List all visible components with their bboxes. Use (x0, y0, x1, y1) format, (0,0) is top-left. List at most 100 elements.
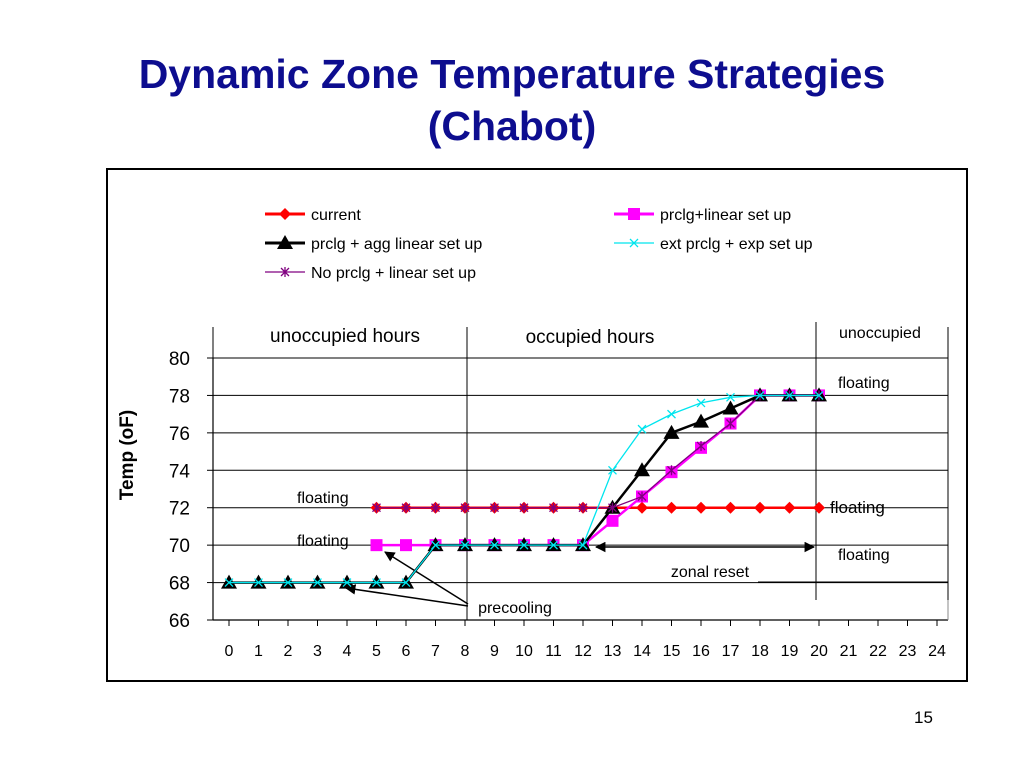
label-zonal-reset: zonal reset (671, 564, 750, 581)
series-line-4 (376, 394, 819, 509)
data-point-series-2 (722, 400, 739, 415)
data-point-series-3 (313, 578, 322, 588)
data-point-series-0 (813, 501, 825, 514)
label-floating-right-72: floating (830, 498, 885, 517)
legend-label: No prclg + linear set up (311, 265, 476, 282)
data-point-series-0 (665, 501, 678, 514)
data-point-series-2 (368, 574, 385, 589)
x-tick-label: 17 (722, 643, 740, 660)
data-point-series-2 (280, 574, 296, 589)
chart-frame (106, 168, 968, 682)
x-tick-label: 20 (810, 643, 828, 660)
label-unoccupied-hours: unoccupied hours (270, 326, 420, 347)
y-tick-label: 68 (169, 574, 190, 595)
x-tick-label: 9 (490, 643, 499, 660)
data-point-series-0 (783, 501, 796, 514)
data-point-series-3 (519, 540, 529, 550)
legend-marker (279, 208, 291, 220)
y-tick-label: 72 (169, 499, 190, 520)
title-line-2: (Chabot) (427, 103, 597, 149)
data-point-series-4 (431, 502, 440, 513)
x-tick-label: 11 (545, 643, 562, 660)
data-point-series-2 (663, 424, 680, 439)
x-tick-label: 16 (692, 643, 710, 660)
x-tick-label: 13 (604, 643, 622, 660)
data-point-series-3 (726, 392, 735, 402)
data-point-series-4 (490, 502, 499, 513)
data-point-series-3 (283, 578, 293, 588)
data-point-series-3 (490, 540, 499, 550)
x-tick-label: 22 (869, 643, 887, 660)
data-point-series-2 (634, 462, 650, 477)
x-tick-label: 21 (840, 643, 858, 660)
data-point-series-3 (608, 465, 617, 475)
legend-marker (628, 208, 640, 220)
legend-marker (280, 267, 290, 277)
label-precooling: precooling (478, 600, 552, 617)
label-occupied-hours: occupied hours (526, 327, 655, 348)
data-point-series-3 (814, 390, 824, 400)
data-point-series-2 (545, 537, 562, 552)
legend-marker (629, 238, 639, 248)
data-point-series-4 (401, 502, 411, 513)
data-point-series-0 (724, 501, 737, 514)
legend-label: current (311, 207, 361, 224)
data-point-series-4 (578, 502, 588, 513)
label-floating-left-72: floating (297, 490, 349, 507)
data-point-series-3 (785, 390, 794, 400)
data-point-series-3 (224, 578, 234, 588)
data-point-series-3 (755, 390, 765, 400)
x-tick-label: 1 (254, 643, 263, 660)
x-tick-label: 12 (574, 643, 592, 660)
y-tick-label: 80 (169, 349, 190, 370)
data-point-series-0 (636, 501, 648, 514)
data-point-series-1 (606, 514, 619, 527)
data-point-series-2 (693, 413, 709, 428)
label-unoccupied: unoccupied (839, 325, 921, 342)
y-tick-label: 74 (169, 461, 191, 482)
x-tick-label: 6 (402, 643, 411, 660)
data-point-series-3 (401, 578, 411, 588)
data-point-series-4 (637, 491, 647, 502)
legend-label: ext prclg + exp set up (660, 236, 813, 253)
page-number: 15 (914, 708, 933, 727)
x-tick-label: 15 (663, 643, 681, 660)
x-tick-label: 5 (372, 643, 381, 660)
x-tick-label: 23 (899, 643, 917, 660)
x-tick-label: 0 (225, 643, 234, 660)
data-point-series-3 (254, 578, 263, 588)
precooling-arrow-upper (384, 551, 469, 605)
data-point-series-2 (250, 574, 267, 589)
data-point-series-4 (549, 502, 558, 513)
data-point-series-4 (608, 502, 617, 513)
data-point-series-2 (221, 574, 237, 589)
data-point-series-3 (460, 540, 470, 550)
data-point-series-2 (427, 537, 444, 552)
data-point-series-2 (339, 574, 355, 589)
x-tick-label: 24 (928, 643, 946, 660)
y-axis-title: Temp (oF) (117, 410, 138, 500)
data-point-series-4 (726, 418, 735, 429)
data-point-series-1 (370, 539, 383, 552)
y-tick-label: 70 (169, 536, 190, 557)
label-floating-right-70: floating (838, 547, 890, 564)
data-point-series-3 (667, 409, 676, 419)
slide-title: Dynamic Zone Temperature Strategies (Cha… (0, 48, 1024, 152)
data-point-series-4 (696, 440, 706, 451)
data-point-series-4 (460, 502, 470, 513)
data-point-series-2 (309, 574, 326, 589)
data-point-series-4 (372, 502, 381, 513)
precooling-arrow-lower (344, 584, 469, 607)
legend-marker (277, 235, 293, 249)
data-point-series-4 (667, 465, 676, 476)
data-point-series-1 (400, 539, 412, 552)
data-point-series-2 (457, 537, 473, 552)
x-tick-label: 8 (461, 643, 470, 660)
x-tick-label: 18 (751, 643, 769, 660)
data-point-series-3 (637, 424, 647, 434)
data-point-series-3 (342, 578, 352, 588)
data-point-series-2 (486, 537, 503, 552)
title-line-1: Dynamic Zone Temperature Strategies (138, 51, 886, 97)
data-point-series-0 (695, 501, 707, 514)
